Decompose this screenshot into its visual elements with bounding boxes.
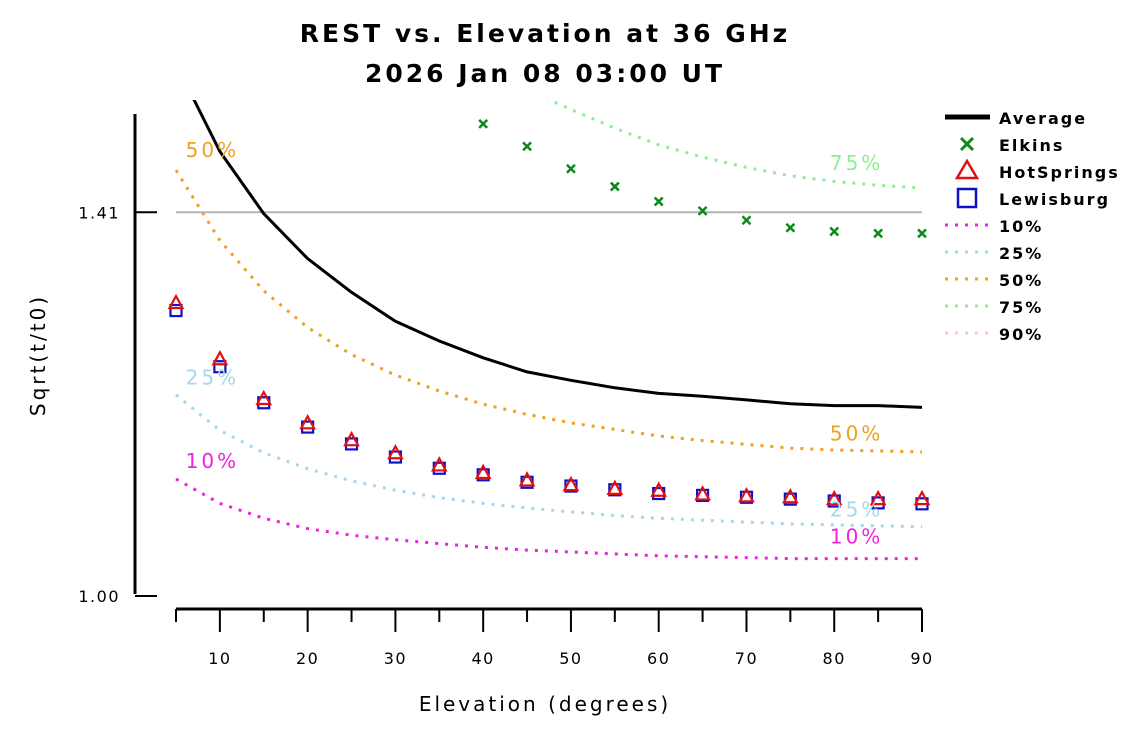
series-hotsprings-point	[474, 463, 492, 480]
annotation-p10: 10%	[186, 449, 239, 473]
x-tick-label: 60	[647, 649, 670, 668]
legend-entry-hotsprings: HotSprings	[954, 158, 1120, 182]
series-hotsprings-point	[650, 481, 668, 497]
series-hotsprings-point	[825, 489, 843, 506]
legend-label: 50%	[999, 271, 1043, 290]
legend-label: Average	[999, 109, 1087, 128]
series-hotsprings	[167, 293, 931, 506]
series-p10	[175, 477, 922, 561]
chart-title: REST vs. Elevation at 36 GHz	[300, 19, 790, 48]
annotation-p25: 25%	[830, 497, 883, 521]
series-hotsprings-point	[782, 487, 799, 504]
legend-entry-average: Average	[945, 109, 1087, 128]
legend-entry-lewisburg: Lewisburg	[956, 187, 1110, 209]
legend-label: Lewisburg	[999, 190, 1110, 209]
series-elkins-point	[566, 163, 576, 174]
legend-label: Elkins	[999, 136, 1064, 155]
legend-label: HotSprings	[999, 163, 1120, 182]
x-axis-label: Elevation (degrees)	[419, 692, 671, 716]
x-tick-label: 70	[735, 649, 758, 668]
legend-entry-p25: 25%	[945, 244, 1043, 263]
series-hotsprings-point	[518, 471, 536, 487]
series-elkins	[478, 118, 927, 239]
series-average-line	[192, 100, 923, 409]
series-p10-line	[175, 477, 922, 561]
y-ticks: 1.00 1.41	[78, 203, 157, 606]
legend-swatch	[959, 136, 975, 152]
series-lewisburg	[169, 303, 929, 511]
series-hotsprings-point	[343, 430, 360, 447]
series-elkins-point	[741, 215, 752, 226]
series-hotsprings-point	[255, 389, 273, 406]
legend-swatch	[954, 158, 980, 180]
series-elkins-point	[478, 118, 489, 129]
series-hotsprings-point	[869, 489, 887, 506]
annotation-p50: 50%	[830, 422, 883, 446]
series-hotsprings-point	[299, 414, 316, 430]
legend-label: 90%	[999, 325, 1043, 344]
series-p25	[175, 393, 923, 529]
series-elkins-point	[697, 206, 708, 216]
x-tick-label: 80	[823, 649, 846, 668]
series-p75-line	[546, 100, 923, 190]
series-lewisburg-point	[169, 303, 183, 318]
legend-entry-elkins: Elkins	[959, 136, 1064, 155]
series-hotsprings-point	[738, 487, 755, 503]
series-hotsprings-point	[694, 485, 711, 501]
legend-label: 75%	[999, 298, 1043, 317]
legend-entry-p75: 75%	[945, 298, 1043, 317]
series-layer	[167, 100, 931, 561]
series-average	[192, 100, 923, 409]
y-tick-label: 1.41	[78, 203, 120, 222]
series-hotsprings-point	[167, 293, 185, 310]
series-elkins-point	[653, 196, 664, 207]
x-tick-label: 50	[559, 649, 582, 668]
chart-subtitle: 2026 Jan 08 03:00 UT	[365, 59, 725, 88]
x-tick-label: 20	[296, 649, 319, 668]
legend-label: 25%	[999, 244, 1043, 263]
series-elkins-point	[829, 226, 840, 237]
legend-entry-p10: 10%	[945, 217, 1043, 236]
series-hotsprings-point	[430, 456, 448, 472]
annotation-p25: 25%	[186, 365, 239, 389]
series-lewisburg-point	[213, 360, 227, 374]
series-hotsprings-point	[562, 475, 580, 492]
series-p25-line	[175, 393, 923, 529]
legend: Average Elkins HotSprings Lewisburg 10% 25% 50…	[945, 109, 1120, 344]
series-elkins-point	[609, 181, 620, 192]
annotation-p10: 10%	[830, 525, 883, 549]
series-elkins-point	[873, 228, 884, 239]
series-elkins-point	[917, 228, 927, 239]
annotation-p50: 50%	[186, 138, 239, 162]
x-tick-label: 90	[910, 649, 933, 668]
series-elkins-point	[785, 222, 796, 233]
x-tick-label: 30	[384, 649, 407, 668]
annotation-layer: 50% 25% 10% 75% 50% 25% 10%	[186, 138, 883, 549]
legend-entry-p50: 50%	[945, 271, 1043, 290]
y-axis-label: Sqrt(t/t0)	[26, 294, 50, 416]
legend-swatch	[956, 187, 978, 209]
series-hotsprings-point	[606, 479, 624, 495]
annotation-p75: 75%	[830, 151, 883, 175]
series-hotsprings-point	[211, 349, 229, 366]
legend-label: 10%	[999, 217, 1043, 236]
x-tick-label: 40	[471, 649, 494, 668]
series-p75	[546, 100, 923, 190]
series-hotsprings-point	[913, 489, 931, 506]
series-hotsprings-point	[387, 443, 404, 460]
y-tick-label: 1.00	[78, 587, 120, 606]
legend-entry-p90: 90%	[945, 325, 1043, 344]
x-ticks: 10 20 30 40 50 60 70 80 90	[175, 609, 933, 668]
x-tick-label: 10	[208, 649, 231, 668]
series-elkins-point	[522, 141, 532, 152]
